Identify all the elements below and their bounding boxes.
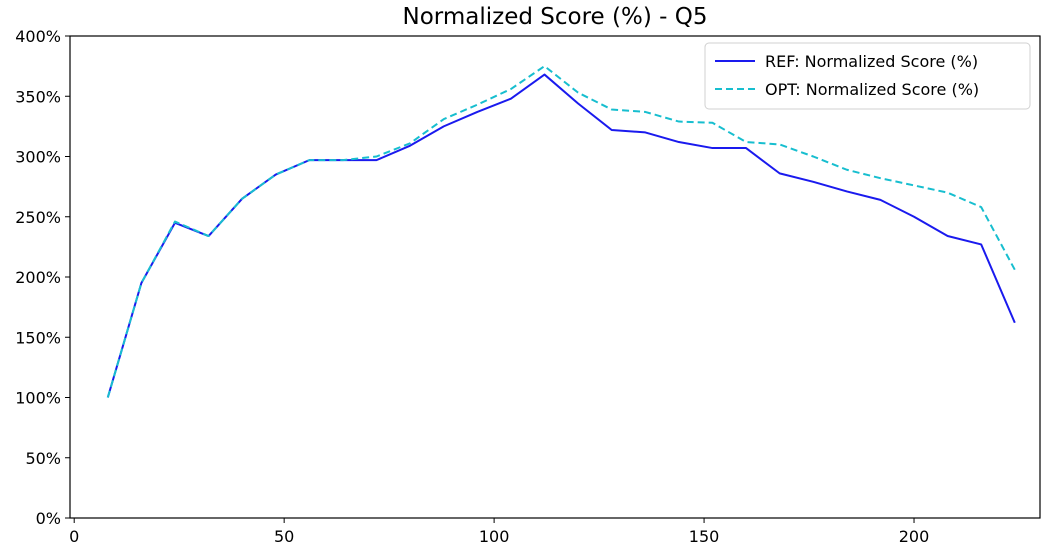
y-tick-label: 0% bbox=[36, 509, 61, 528]
legend: REF: Normalized Score (%) OPT: Normalized… bbox=[704, 42, 1031, 110]
y-tick-label: 400% bbox=[15, 27, 61, 46]
chart-title: Normalized Score (%) - Q5 bbox=[403, 4, 708, 30]
legend-label: REF: Normalized Score (%) bbox=[765, 52, 978, 71]
x-tick-label: 100 bbox=[479, 527, 510, 546]
y-tick-label: 100% bbox=[15, 389, 61, 408]
legend-box bbox=[704, 42, 1031, 110]
y-tick-label: 150% bbox=[15, 328, 61, 347]
x-tick-label: 50 bbox=[274, 527, 294, 546]
y-tick-label: 50% bbox=[25, 449, 61, 468]
series-line-ref bbox=[106, 73, 1016, 398]
x-tick-label: 200 bbox=[899, 527, 930, 546]
axes: 0 50 100 150 200 0% 50% 100% 150% 200% 250% 300% 350… bbox=[15, 27, 1041, 546]
legend-label: OPT: Normalized Score (%) bbox=[765, 80, 979, 99]
x-tick-label: 0 bbox=[69, 527, 79, 546]
x-tick-label: 150 bbox=[689, 527, 720, 546]
y-tick-label: 300% bbox=[15, 148, 61, 167]
y-tick-label: 200% bbox=[15, 268, 61, 287]
series-lines bbox=[106, 65, 1016, 398]
series-line-opt bbox=[106, 65, 1016, 398]
y-tick-label: 350% bbox=[15, 87, 61, 106]
y-tick-label: 250% bbox=[15, 208, 61, 227]
